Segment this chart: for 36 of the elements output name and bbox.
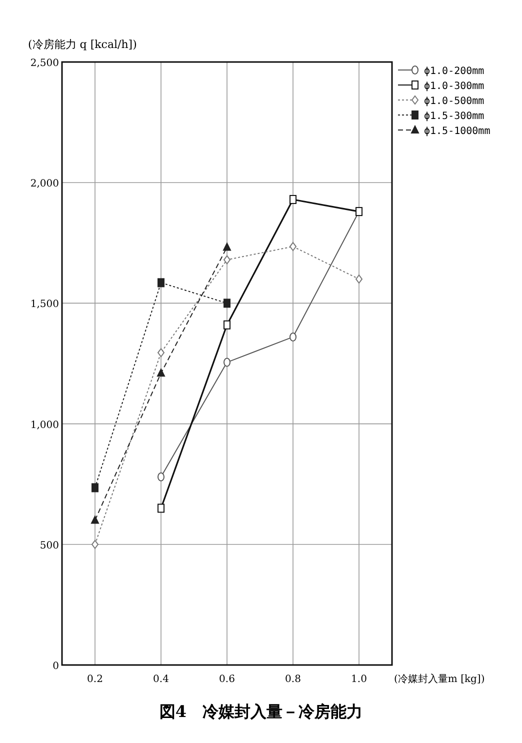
point [224, 255, 230, 264]
point [290, 194, 296, 204]
point [158, 504, 164, 513]
point [92, 483, 98, 492]
legend-label: ϕ1.5-300mm [424, 111, 484, 122]
point [224, 320, 230, 330]
point [290, 242, 296, 252]
point [158, 278, 164, 288]
point [158, 348, 164, 358]
legend-label: ϕ1.0-300mm [424, 81, 484, 92]
y-tick-label: 0 [52, 661, 59, 672]
point [157, 368, 165, 377]
point [356, 274, 362, 284]
point [223, 242, 231, 251]
y-tick-label: 1,500 [30, 299, 59, 310]
x-tick-label: 0.8 [285, 674, 301, 685]
point [158, 472, 164, 482]
y-axis-title: (冷房能力 q [kcal/h]) [28, 38, 137, 51]
point [91, 516, 99, 524]
x-axis-title: (冷媒封入量m [kg]) [394, 673, 485, 685]
x-tick-label: 0.2 [87, 674, 103, 685]
legend-label: ϕ1.5-1000mm [424, 126, 490, 137]
y-tick-label: 1,000 [30, 420, 59, 431]
point [224, 358, 230, 367]
x-tick-label: 0.6 [219, 674, 235, 685]
point [92, 540, 98, 549]
text: 図4 冷媒封入量－冷房能力 [159, 702, 363, 721]
x-tick-label: 0.4 [153, 674, 169, 685]
point [224, 298, 230, 308]
y-tick-label: 500 [40, 540, 59, 552]
x-tick-label: 1.0 [351, 674, 367, 685]
legend-label: ϕ1.0-200mm [424, 66, 484, 77]
legend-label: ϕ1.0-500mm [424, 96, 484, 107]
y-tick-label: 2,500 [30, 58, 59, 69]
y-tick-label: 2,000 [30, 178, 59, 190]
point [290, 332, 296, 342]
